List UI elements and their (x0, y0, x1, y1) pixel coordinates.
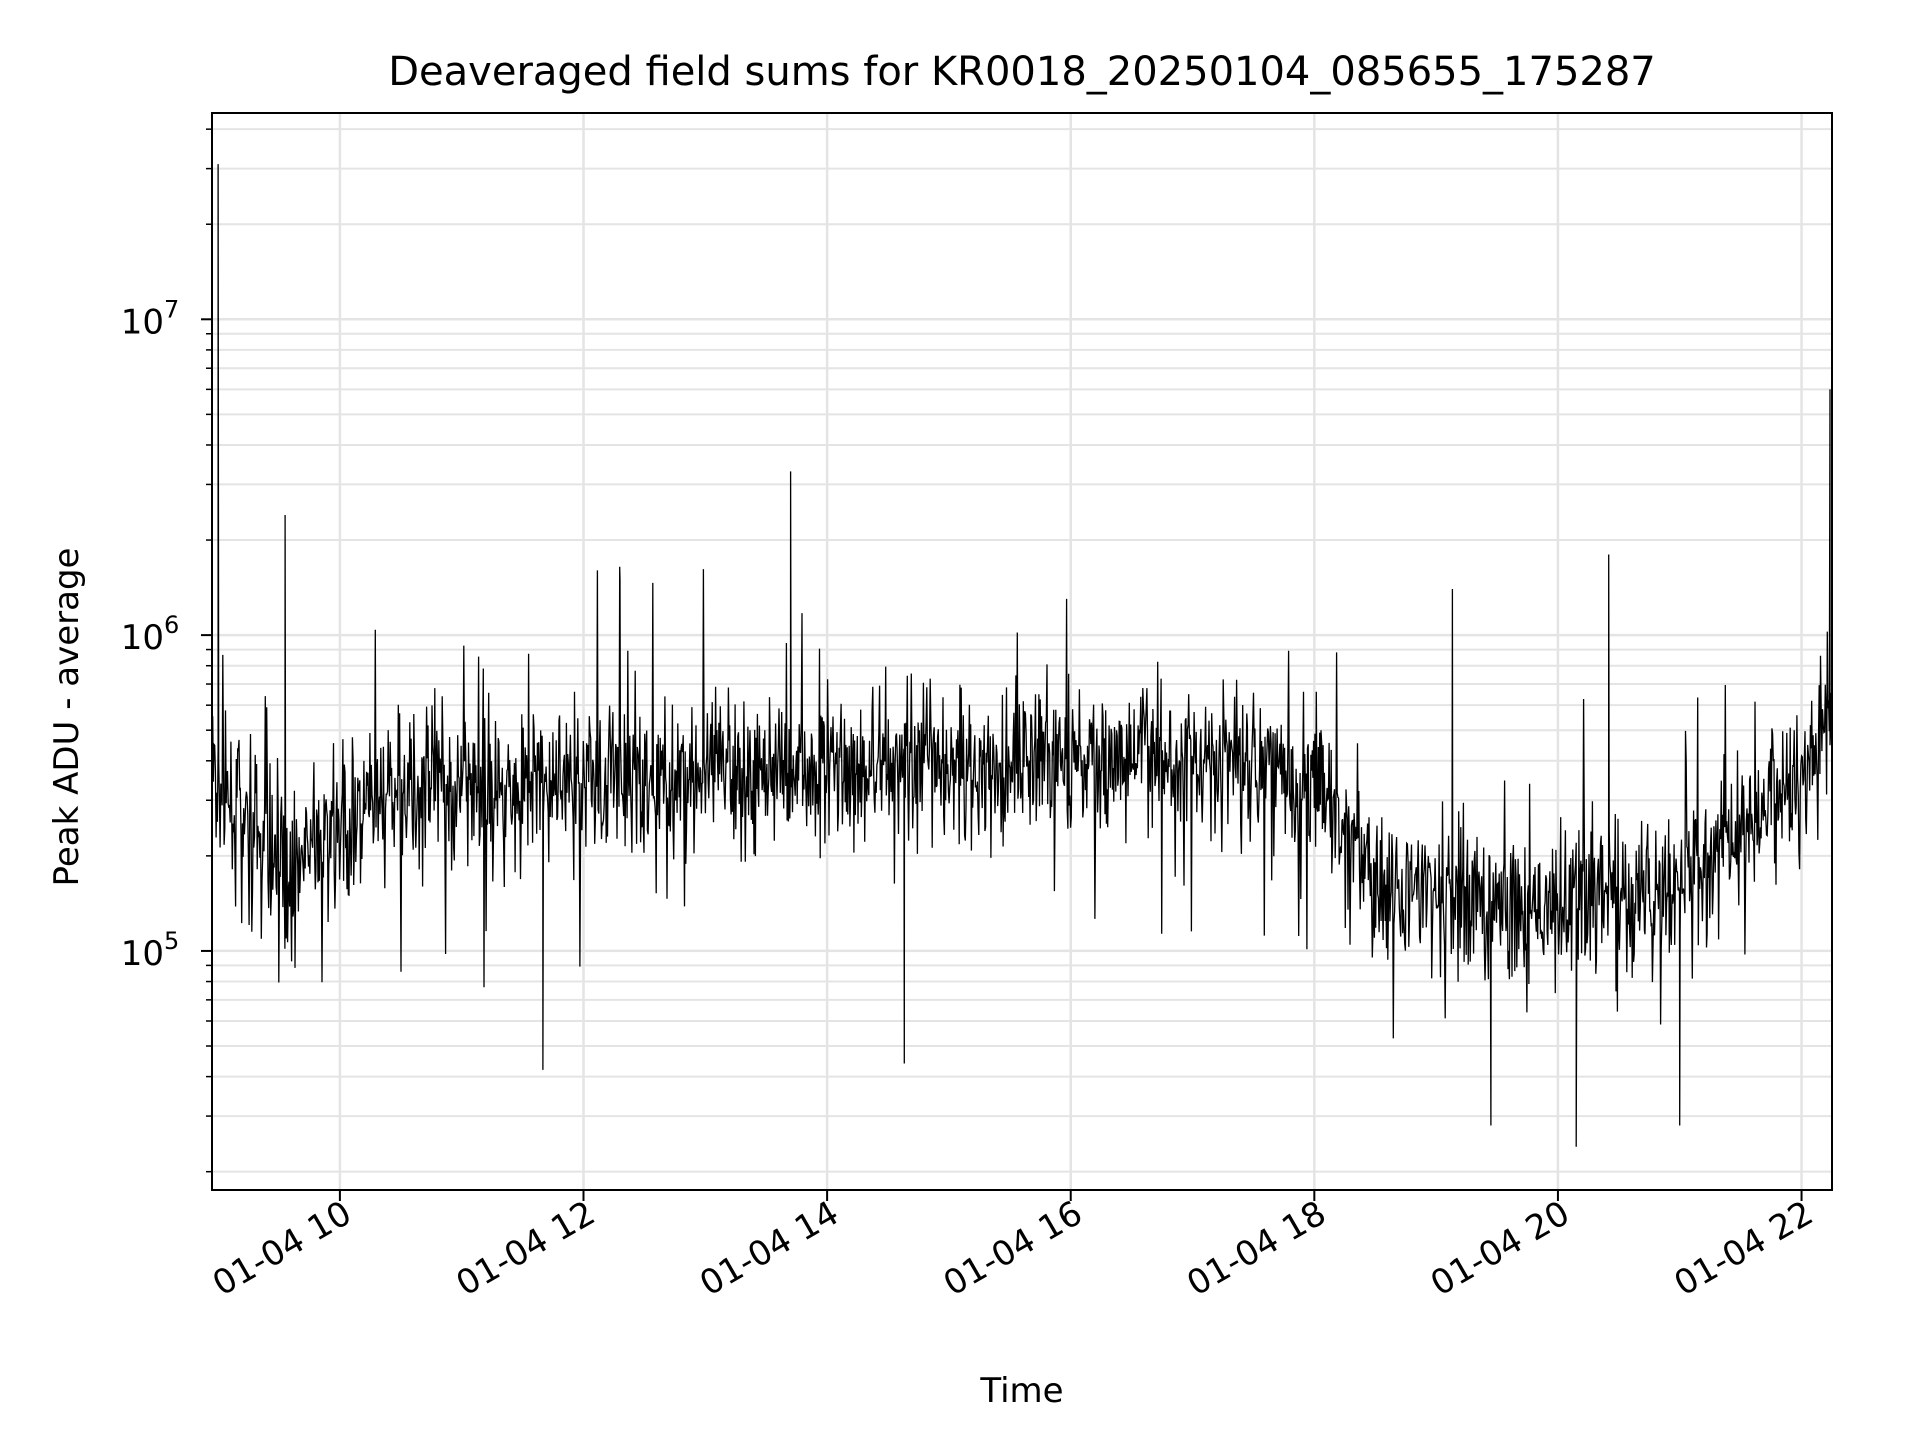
y-tick-label: 106 (121, 611, 180, 658)
x-tick-label: 01-04 18 (1180, 1193, 1332, 1304)
chart-title: Deaveraged field sums for KR0018_2025010… (388, 49, 1656, 95)
y-axis-label: Peak ADU - average (47, 548, 87, 887)
y-tick-label: 107 (121, 295, 180, 342)
x-tick-label: 01-04 22 (1668, 1193, 1820, 1304)
plot-frame (211, 112, 1833, 1191)
y-tick-exponent: 7 (164, 295, 179, 323)
y-tick-exponent: 6 (164, 611, 179, 639)
x-axis-label: Time (979, 1371, 1063, 1411)
series-path (211, 164, 1833, 1147)
x-tick-label: 01-04 10 (206, 1193, 358, 1304)
x-tick-label: 01-04 20 (1424, 1193, 1576, 1304)
x-tick-label: 01-04 14 (693, 1193, 845, 1304)
x-axis-ticks: 01-04 10 01-04 12 01-04 14 01-04 16 01-04 18… (206, 1190, 1820, 1304)
grid (212, 113, 1832, 1190)
y-tick-base: 10 (121, 934, 164, 974)
y-tick-label: 105 (121, 927, 180, 974)
series-line (211, 164, 1833, 1147)
y-tick-base: 10 (121, 302, 164, 342)
y-tick-exponent: 5 (164, 927, 179, 955)
y-tick-base: 10 (121, 618, 164, 658)
x-tick-label: 01-04 12 (450, 1193, 602, 1304)
x-tick-label: 01-04 16 (937, 1193, 1089, 1304)
